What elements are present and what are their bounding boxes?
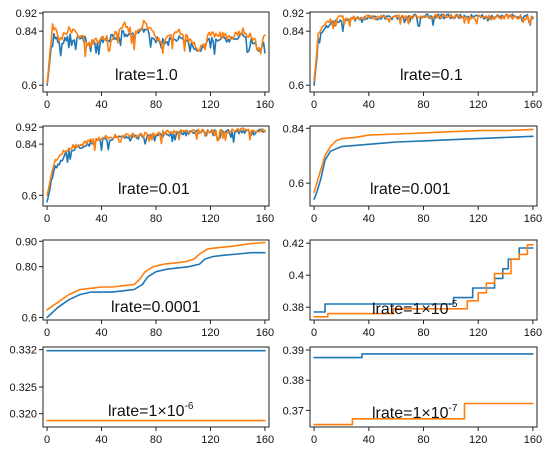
lrate-annotation: lrate=0.001	[370, 181, 451, 198]
x-tick-label: 0	[311, 327, 317, 339]
x-tick-label: 160	[256, 213, 274, 225]
series-line-orange	[46, 19, 266, 84]
y-tick-label: 0.84	[16, 139, 37, 151]
y-tick-label: 0.6	[22, 312, 37, 324]
y-tick-label: 0.6	[22, 190, 37, 202]
x-tick-label: 80	[417, 99, 429, 111]
lrate-annotation: lrate=1×10-6	[108, 401, 194, 420]
y-tick-label: 0.92	[283, 8, 304, 20]
y-tick-label: 0.6	[289, 178, 304, 190]
x-tick-label: 40	[363, 327, 375, 339]
x-tick-label: 160	[256, 327, 274, 339]
x-tick-label: 0	[311, 434, 317, 446]
y-tick-label: 0.84	[283, 26, 304, 38]
subplot-1: 0 40 80 120 160 0.6 0.84 0.92 lrate=1.0	[16, 8, 275, 111]
x-tick-label: 0	[44, 434, 50, 446]
y-tick-label: 0.332	[9, 345, 37, 357]
x-tick-label: 160	[256, 99, 274, 111]
lrate-annotation: lrate=0.1	[400, 67, 463, 84]
x-tick-label: 120	[201, 99, 219, 111]
x-tick-label: 0	[311, 99, 317, 111]
x-tick-label: 40	[95, 213, 107, 225]
y-tick-label: 0.320	[9, 409, 37, 421]
series-line-blue	[313, 135, 534, 200]
series-line-orange	[313, 128, 534, 194]
y-tick-label: 0.39	[283, 345, 304, 357]
x-tick-label: 160	[524, 213, 542, 225]
lrate-annotation: lrate=0.01	[118, 181, 190, 198]
y-tick-label: 0.80	[16, 262, 37, 274]
x-tick-label: 120	[469, 99, 487, 111]
x-tick-label: 120	[469, 434, 487, 446]
x-tick-label: 0	[44, 327, 50, 339]
x-tick-label: 40	[95, 99, 107, 111]
lrate-annotation: lrate=1×10-7	[372, 403, 458, 422]
lrate-annotation: lrate=1.0	[115, 67, 178, 84]
x-tick-label: 80	[417, 327, 429, 339]
subplot-6: 0 40 80 120 160 0.38 0.4 0.42 lrate=1×10-5	[283, 238, 542, 339]
x-tick-label: 40	[363, 99, 375, 111]
y-tick-label: 0.92	[16, 8, 37, 20]
y-tick-label: 0.84	[16, 26, 37, 38]
x-tick-label: 120	[469, 213, 487, 225]
x-tick-label: 80	[150, 99, 162, 111]
subplot-2: 0 40 80 120 160 0.6 0.84 0.92 lrate=0.1	[283, 8, 542, 111]
x-tick-label: 80	[417, 213, 429, 225]
subplot-3: 0 40 80 120 160 0.6 0.84 0.92 lrate=0.01	[16, 122, 275, 225]
x-tick-label: 80	[150, 434, 162, 446]
series-line-blue	[46, 251, 266, 319]
x-tick-label: 40	[363, 434, 375, 446]
x-tick-label: 0	[44, 213, 50, 225]
x-tick-label: 40	[95, 434, 107, 446]
subplot-7: 0 40 80 120 160 0.320 0.325 0.332 lrate=1×10-6	[9, 345, 274, 446]
series-line-blue	[313, 353, 534, 359]
y-tick-label: 0.90	[16, 236, 37, 248]
x-tick-label: 120	[469, 327, 487, 339]
y-tick-label: 0.4	[289, 270, 304, 282]
x-tick-label: 120	[201, 327, 219, 339]
series-line-orange	[313, 244, 534, 318]
x-tick-label: 120	[201, 213, 219, 225]
x-tick-label: 160	[524, 434, 542, 446]
y-tick-label: 0.38	[283, 375, 304, 387]
y-tick-label: 0.42	[283, 238, 304, 250]
x-tick-label: 160	[524, 99, 542, 111]
x-tick-label: 80	[150, 327, 162, 339]
x-tick-label: 0	[311, 213, 317, 225]
y-tick-label: 0.38	[283, 302, 304, 314]
y-tick-label: 0.84	[283, 123, 304, 135]
lrate-annotation: lrate=0.0001	[111, 299, 201, 316]
series-line-orange	[313, 402, 534, 426]
x-tick-label: 40	[95, 327, 107, 339]
series-line-orange	[313, 13, 534, 82]
x-tick-label: 120	[201, 434, 219, 446]
series-line-orange	[46, 241, 266, 311]
y-tick-label: 0.37	[283, 405, 304, 417]
subplot-8: 0 40 80 120 160 0.37 0.38 0.39 lrate=1×10-7	[283, 345, 542, 446]
subplot-5: 0 40 80 120 160 0.6 0.80 0.90 lrate=0.0001	[16, 236, 275, 339]
y-tick-label: 0.6	[22, 80, 37, 92]
series-line-orange	[46, 127, 266, 197]
x-tick-label: 160	[524, 327, 542, 339]
subplot-4: 0 40 80 120 160 0.6 0.84 lrate=0.001	[283, 123, 542, 225]
y-tick-label: 0.92	[16, 122, 37, 134]
x-tick-label: 80	[150, 213, 162, 225]
x-tick-label: 40	[363, 213, 375, 225]
y-tick-label: 0.6	[289, 80, 304, 92]
lrate-annotation: lrate=1×10-5	[372, 299, 458, 318]
x-tick-label: 0	[44, 99, 50, 111]
x-tick-label: 80	[417, 434, 429, 446]
y-tick-label: 0.325	[9, 382, 37, 394]
x-tick-label: 160	[256, 434, 274, 446]
